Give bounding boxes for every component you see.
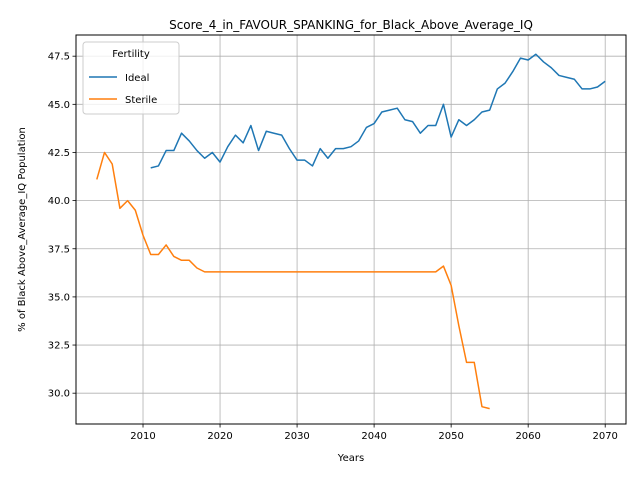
plot-frame [75, 34, 627, 425]
y-tick-label: 47.5 [48, 52, 70, 63]
y-tick-label: 37.5 [48, 244, 70, 255]
y-tick-label: 45.0 [48, 100, 70, 111]
x-tick-label: 2030 [284, 431, 309, 442]
x-tick-label: 2010 [130, 431, 155, 442]
x-tick-label: 2050 [438, 431, 463, 442]
series-line-sterile [96, 151, 490, 410]
x-axis-label: Years [337, 453, 364, 464]
x-tick-label: 2020 [207, 431, 232, 442]
x-tick-label: 2060 [515, 431, 540, 442]
series-line-ideal [150, 53, 606, 169]
x-tick-label: 2070 [592, 431, 617, 442]
legend-box [82, 41, 180, 115]
x-tick-label: 2040 [361, 431, 386, 442]
y-tick-label: 32.5 [48, 341, 70, 352]
series-layer [96, 53, 606, 410]
legend: Fertility Ideal Sterile [82, 41, 180, 115]
y-axis-label: % of Black Above_Average_IQ Population [17, 127, 28, 332]
ticks: 2010 2020 2030 2040 2050 2060 2070 30.0 32.5 35.0… [48, 52, 618, 442]
legend-title: Fertility [112, 49, 150, 60]
y-tick-label: 40.0 [48, 196, 70, 207]
y-tick-label: 35.0 [48, 292, 70, 303]
legend-label-ideal: Ideal [125, 73, 149, 84]
grid [76, 35, 626, 424]
legend-label-sterile: Sterile [125, 95, 157, 106]
y-tick-label: 30.0 [48, 389, 70, 400]
chart-title: Score_4_in_FAVOUR_SPANKING_for_Black_Abo… [169, 18, 533, 32]
y-tick-label: 42.5 [48, 148, 70, 159]
